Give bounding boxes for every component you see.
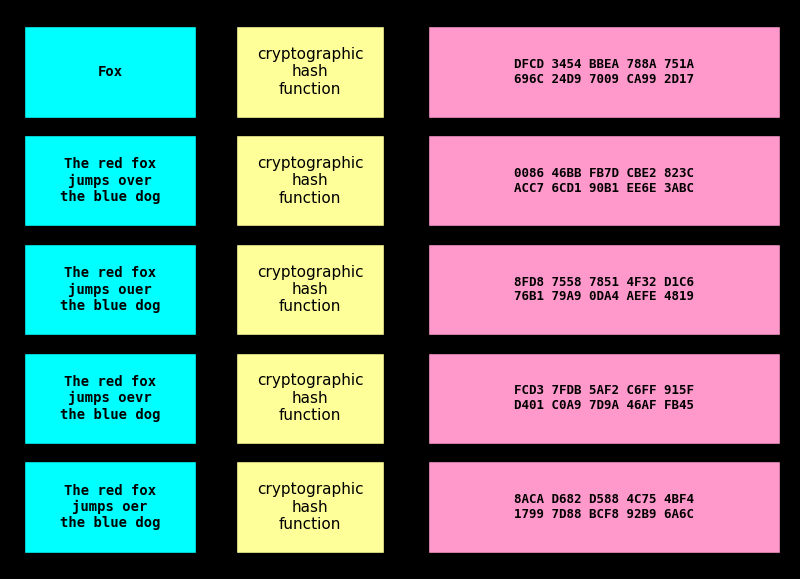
FancyBboxPatch shape bbox=[428, 26, 780, 118]
FancyBboxPatch shape bbox=[236, 353, 384, 444]
FancyBboxPatch shape bbox=[24, 461, 196, 553]
Text: cryptographic
hash
function: cryptographic hash function bbox=[257, 47, 363, 97]
Text: cryptographic
hash
function: cryptographic hash function bbox=[257, 373, 363, 423]
FancyBboxPatch shape bbox=[24, 135, 196, 226]
FancyBboxPatch shape bbox=[24, 353, 196, 444]
Text: The red fox
jumps oer
the blue dog: The red fox jumps oer the blue dog bbox=[60, 484, 160, 530]
FancyBboxPatch shape bbox=[24, 244, 196, 335]
Text: cryptographic
hash
function: cryptographic hash function bbox=[257, 482, 363, 532]
Text: The red fox
jumps ouer
the blue dog: The red fox jumps ouer the blue dog bbox=[60, 266, 160, 313]
Text: cryptographic
hash
function: cryptographic hash function bbox=[257, 156, 363, 206]
FancyBboxPatch shape bbox=[428, 461, 780, 553]
FancyBboxPatch shape bbox=[428, 135, 780, 226]
Text: Fox: Fox bbox=[98, 65, 122, 79]
FancyBboxPatch shape bbox=[236, 244, 384, 335]
FancyBboxPatch shape bbox=[236, 135, 384, 226]
Text: FCD3 7FDB 5AF2 C6FF 915F
D401 C0A9 7D9A 46AF FB45: FCD3 7FDB 5AF2 C6FF 915F D401 C0A9 7D9A … bbox=[514, 384, 694, 412]
FancyBboxPatch shape bbox=[236, 26, 384, 118]
Text: 0086 46BB FB7D CBE2 823C
ACC7 6CD1 90B1 EE6E 3ABC: 0086 46BB FB7D CBE2 823C ACC7 6CD1 90B1 … bbox=[514, 167, 694, 195]
FancyBboxPatch shape bbox=[24, 26, 196, 118]
Text: The red fox
jumps over
the blue dog: The red fox jumps over the blue dog bbox=[60, 157, 160, 204]
Text: The red fox
jumps oevr
the blue dog: The red fox jumps oevr the blue dog bbox=[60, 375, 160, 422]
FancyBboxPatch shape bbox=[428, 353, 780, 444]
Text: cryptographic
hash
function: cryptographic hash function bbox=[257, 265, 363, 314]
Text: 8ACA D682 D588 4C75 4BF4
1799 7D88 BCF8 92B9 6A6C: 8ACA D682 D588 4C75 4BF4 1799 7D88 BCF8 … bbox=[514, 493, 694, 521]
FancyBboxPatch shape bbox=[428, 244, 780, 335]
Text: 8FD8 7558 7851 4F32 D1C6
76B1 79A9 0DA4 AEFE 4819: 8FD8 7558 7851 4F32 D1C6 76B1 79A9 0DA4 … bbox=[514, 276, 694, 303]
FancyBboxPatch shape bbox=[236, 461, 384, 553]
Text: DFCD 3454 BBEA 788A 751A
696C 24D9 7009 CA99 2D17: DFCD 3454 BBEA 788A 751A 696C 24D9 7009 … bbox=[514, 58, 694, 86]
